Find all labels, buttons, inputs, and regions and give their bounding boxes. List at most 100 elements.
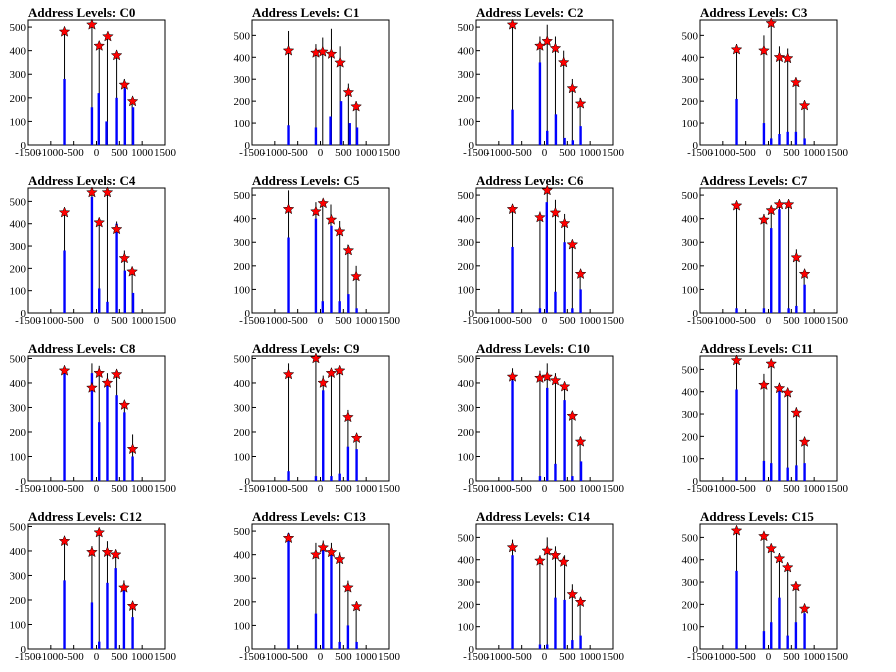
x-tick-label: -1500 — [687, 315, 713, 327]
chart-panel-c7: -1500 -1000 -500 0 500 1000 1500 0 100 200 300 400 5… — [672, 168, 896, 336]
y-tick-label: 400 — [234, 214, 251, 226]
x-tick-label: -1500 — [15, 651, 41, 663]
bar — [762, 460, 766, 481]
x-tick-label: 500 — [111, 147, 128, 159]
y-tick-label: 300 — [458, 577, 475, 589]
star-marker — [557, 56, 570, 68]
bar — [778, 134, 781, 145]
bar — [115, 97, 118, 145]
bar — [803, 138, 806, 145]
star-marker — [574, 595, 587, 608]
x-tick-label: -1000 — [262, 483, 288, 495]
x-tick-label: 1500 — [154, 483, 177, 495]
x-tick-label: 0 — [94, 147, 100, 159]
star-marker — [566, 588, 579, 600]
bar — [346, 446, 350, 481]
star-marker — [549, 206, 562, 218]
x-tick-label: -1500 — [239, 147, 265, 159]
star-marker — [790, 76, 802, 88]
plot-frame — [699, 355, 838, 482]
chart-svg-c5: -1500-1000 -500 0 500 1000 150001002003004005… — [234, 187, 401, 327]
y-tick-label: 300 — [234, 74, 251, 86]
chart-svg-c4: -1500-1000 -500 0 500 1000 150001002003004005… — [10, 186, 177, 327]
star-marker — [342, 411, 354, 423]
y-tick-label: 400 — [10, 378, 27, 390]
chart-panel-c4: -1500 -1000 -500 0 500 1000 1500 0 100 200 300 400 5… — [0, 168, 224, 336]
y-tick-label: 500 — [234, 30, 251, 42]
star-marker — [317, 197, 330, 209]
plot-frame — [699, 19, 838, 146]
x-tick-label: -500 — [288, 651, 309, 663]
bar — [563, 242, 566, 313]
y-tick-label: 300 — [234, 237, 251, 249]
x-tick-label: -500 — [512, 651, 533, 663]
x-tick-label: -1500 — [463, 315, 489, 327]
star-marker — [93, 216, 106, 228]
x-tick-label: 0 — [318, 315, 324, 327]
y-tick-label: 200 — [234, 261, 251, 273]
star-marker — [574, 267, 587, 280]
y-tick-label: 200 — [682, 599, 699, 611]
y-tick-label: 100 — [234, 620, 251, 632]
y-tick-label: 500 — [682, 532, 699, 544]
x-tick-label: -1000 — [710, 483, 736, 495]
star-marker — [790, 251, 803, 263]
bar — [90, 196, 94, 313]
x-tick-label: 1000 — [579, 315, 602, 327]
star-marker — [782, 198, 795, 210]
chart-title: Address Levels: C4 — [28, 173, 136, 188]
chart-panel-c3: -1500 -1000 -500 0 500 1000 1500 0 100 200 300 400 5… — [672, 0, 896, 168]
star-marker — [101, 546, 114, 558]
star-marker — [118, 398, 131, 411]
chart-svg-c11: -1500-1000 -500 0 500 1000 150001002003004005… — [682, 354, 849, 495]
bar — [287, 237, 290, 313]
x-tick-label: 1000 — [579, 147, 602, 159]
y-tick-label: 100 — [10, 451, 27, 463]
bar — [538, 308, 542, 313]
star-marker — [790, 406, 803, 418]
y-tick-label: 0 — [469, 644, 475, 656]
bar — [339, 101, 343, 145]
bar — [546, 387, 549, 481]
x-tick-label: -500 — [64, 315, 85, 327]
chart-svg-c12: -1500-1000 -500 0 500 1000 150001002003004005… — [10, 521, 177, 663]
y-tick-label: 0 — [469, 308, 475, 320]
x-tick-label: 1500 — [602, 147, 625, 159]
y-tick-label: 300 — [10, 69, 27, 81]
plot-frame — [475, 19, 614, 146]
bar — [571, 476, 574, 481]
x-tick-label: -1500 — [687, 147, 713, 159]
bar — [770, 228, 773, 313]
star-marker — [730, 199, 743, 211]
y-tick-label: 400 — [234, 550, 251, 562]
y-tick-label: 300 — [682, 409, 699, 421]
x-tick-label: 500 — [559, 483, 576, 495]
bar — [131, 456, 134, 481]
chart-svg-c14: -1500-1000 -500 0 500 1000 150001002003004005… — [458, 523, 625, 663]
x-tick-label: 1500 — [154, 147, 177, 159]
star-marker — [798, 99, 811, 111]
star-marker — [118, 581, 130, 593]
x-tick-label: 1000 — [803, 483, 826, 495]
x-tick-label: 1000 — [131, 147, 154, 159]
x-tick-label: -1500 — [15, 315, 41, 327]
star-marker — [110, 223, 123, 235]
bar — [98, 641, 101, 649]
star-marker — [541, 544, 554, 556]
y-tick-label: 400 — [458, 214, 475, 226]
bar — [348, 123, 351, 145]
x-tick-label: -1500 — [463, 147, 489, 159]
x-tick-label: 1500 — [154, 651, 177, 663]
y-tick-label: 300 — [234, 402, 251, 414]
star-marker — [541, 184, 554, 196]
y-tick-label: 100 — [682, 454, 699, 466]
star-marker — [730, 354, 743, 366]
x-tick-label: -1500 — [463, 651, 489, 663]
bar — [762, 631, 766, 649]
y-tick-label: 400 — [10, 219, 27, 231]
bar — [346, 625, 350, 649]
plot-frame — [27, 523, 166, 650]
x-tick-label: 0 — [542, 651, 548, 663]
bar — [762, 308, 766, 313]
star-marker — [350, 270, 362, 282]
